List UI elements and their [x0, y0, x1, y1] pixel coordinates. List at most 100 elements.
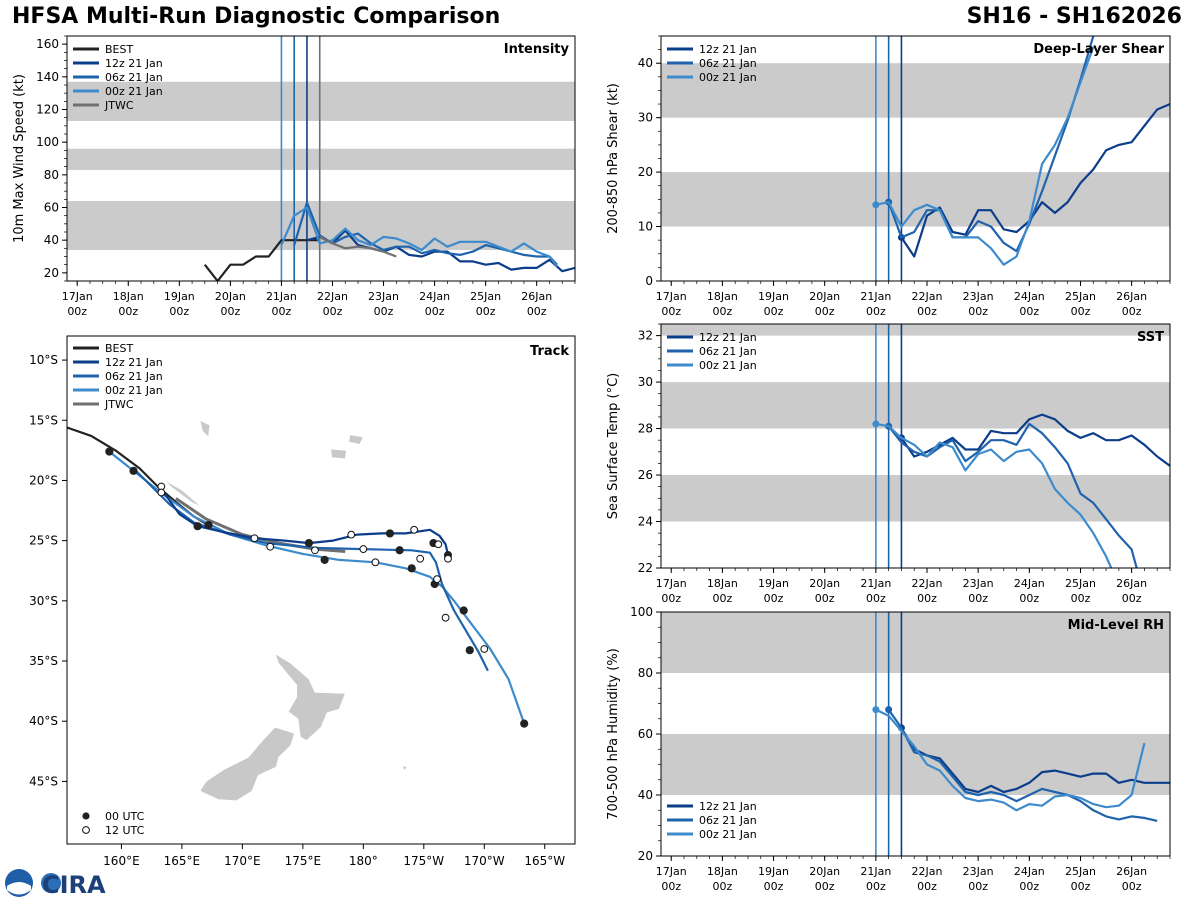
rh-ytick-label-3: 80: [638, 666, 653, 680]
rh-series-run00z: [875, 708, 1146, 812]
sst-xtick-sublabel-3: 00z: [815, 592, 835, 605]
intensity-xtick-sublabel-4: 00z: [272, 305, 292, 318]
rh-xtick-sublabel-1: 00z: [712, 880, 732, 893]
track-xtick-label-2: 170°E: [224, 854, 261, 868]
shear-ytick-label-3: 30: [638, 111, 653, 125]
intensity-xtick-sublabel-0: 00z: [67, 305, 87, 318]
sst-xtick-label-4: 21Jan: [860, 577, 891, 590]
sst-xtick-label-9: 26Jan: [1116, 577, 1147, 590]
cira-logo-text: CIRA: [42, 871, 106, 898]
rh-start-marker-run06z: [885, 706, 893, 714]
rh-xtick-sublabel-2: 00z: [764, 880, 784, 893]
track-legend-label-3: 00z 21 Jan: [105, 384, 163, 397]
rh-legend-label-0: 12z 21 Jan: [699, 800, 757, 813]
rh-start-marker-run00z: [872, 706, 880, 714]
intensity-ytick-label-2: 60: [44, 201, 59, 215]
sst-ytick-label-2: 26: [638, 468, 653, 482]
rh-xtick-label-0: 17Jan: [656, 865, 687, 878]
rh-xtick-sublabel-9: 00z: [1122, 880, 1142, 893]
shear-xtick-sublabel-9: 00z: [1122, 305, 1142, 318]
shear-series-run12z: [900, 103, 1170, 258]
sst-title: SST: [1137, 330, 1164, 345]
track-marker-00utc-12: [520, 719, 529, 728]
intensity-xtick-label-3: 20Jan: [215, 290, 246, 303]
sst-xtick-label-8: 25Jan: [1065, 577, 1096, 590]
track-xtick-label-3: 175°E: [285, 854, 322, 868]
track-marker-00utc-2: [304, 538, 314, 548]
cira-logo: CIRA: [5, 869, 106, 898]
intensity-xtick-sublabel-5: 00z: [323, 305, 343, 318]
shear-xtick-sublabel-5: 00z: [917, 305, 937, 318]
track-marker-00utc-0: [193, 522, 202, 531]
rh-xtick-sublabel-7: 00z: [1019, 880, 1039, 893]
map-land-nz-north-island: [274, 653, 346, 741]
track-marker-00utc-6: [407, 564, 416, 573]
map-land-nz-south-island: [199, 726, 295, 802]
track-ytick-label-1: 15°S: [29, 413, 58, 427]
track-marker-00utc-14: [129, 466, 138, 475]
sst-start-marker-run00z: [872, 420, 880, 428]
track-marker-12utc-4: [311, 546, 319, 555]
track-legend-label-4: JTWC: [104, 398, 134, 411]
rh-legend-label-2: 00z 21 Jan: [699, 828, 757, 841]
shear-xtick-label-0: 17Jan: [656, 290, 687, 303]
shear-xtick-label-2: 19Jan: [758, 290, 789, 303]
sst-xtick-label-1: 18Jan: [707, 577, 738, 590]
sst-xtick-sublabel-8: 00z: [1071, 592, 1091, 605]
shear-xtick-sublabel-1: 00z: [712, 305, 732, 318]
track-ytick-label-6: 40°S: [29, 714, 58, 728]
intensity-series-run06z: [293, 201, 558, 266]
rh-ytick-label-0: 20: [638, 849, 653, 863]
shear-xtick-label-4: 21Jan: [860, 290, 891, 303]
intensity-xtick-sublabel-6: 00z: [374, 305, 394, 318]
intensity-xtick-label-7: 24Jan: [419, 290, 450, 303]
shear-series-run06z: [887, 36, 1095, 253]
sst-xtick-label-2: 19Jan: [758, 577, 789, 590]
sst-band-2: [661, 324, 1170, 336]
intensity-xtick-sublabel-2: 00z: [169, 305, 189, 318]
track-xtick-label-4: 180°: [349, 854, 378, 868]
rh-legend-label-1: 06z 21 Jan: [699, 814, 757, 827]
sst-frame: [660, 323, 1171, 569]
track-marker-12utc-2: [250, 534, 259, 543]
track-legend-label-1: 12z 21 Jan: [105, 356, 163, 369]
shear-xtick-sublabel-6: 00z: [968, 305, 988, 318]
track-plot-area: [67, 419, 529, 802]
rh-xtick-sublabel-8: 00z: [1071, 880, 1091, 893]
shear-xtick-sublabel-2: 00z: [764, 305, 784, 318]
track-marker-12utc-9: [416, 554, 425, 563]
intensity-ytick-label-7: 160: [36, 37, 59, 51]
track-marker-00utc-13: [105, 447, 114, 456]
track-marker-12utc-11: [433, 575, 442, 584]
shear-xtick-sublabel-8: 00z: [1071, 305, 1091, 318]
shear-xtick-sublabel-0: 00z: [661, 305, 681, 318]
sst-ylabel: Sea Surface Temp (°C): [606, 373, 621, 520]
shear-xtick-label-7: 24Jan: [1014, 290, 1045, 303]
track-marker-00utc-11: [465, 646, 474, 655]
track-title: Track: [530, 344, 569, 359]
sst-xtick-sublabel-1: 00z: [712, 592, 732, 605]
sst-plot-area: [661, 324, 1170, 568]
rh-xtick-sublabel-4: 00z: [866, 880, 886, 893]
rh-ytick-label-2: 60: [638, 727, 653, 741]
track-marker-00utc-4: [385, 529, 395, 538]
track-marker-00utc-10: [459, 606, 468, 615]
intensity-xtick-label-0: 17Jan: [62, 290, 93, 303]
cira-globe-icon: [41, 873, 61, 893]
intensity-xtick-label-2: 19Jan: [164, 290, 195, 303]
shear-xtick-sublabel-3: 00z: [815, 305, 835, 318]
track-ytick-label-0: 10°S: [29, 353, 58, 367]
track-series-run00z: [108, 450, 526, 724]
map-land-chatham-islands: [401, 765, 408, 772]
shear-series-run00z: [875, 46, 1095, 266]
track-legend-00utc-label: 00 UTC: [105, 810, 145, 823]
shear-xtick-sublabel-7: 00z: [1019, 305, 1039, 318]
intensity-band-1: [67, 148, 575, 170]
sst-xtick-sublabel-6: 00z: [968, 592, 988, 605]
shear-xtick-label-6: 23Jan: [963, 290, 994, 303]
track-marker-00utc-5: [395, 546, 404, 555]
intensity-xtick-label-8: 25Jan: [470, 290, 501, 303]
sst-ytick-label-1: 24: [638, 515, 653, 529]
sst-ytick-label-4: 30: [638, 375, 653, 389]
sst-xtick-label-5: 22Jan: [912, 577, 943, 590]
